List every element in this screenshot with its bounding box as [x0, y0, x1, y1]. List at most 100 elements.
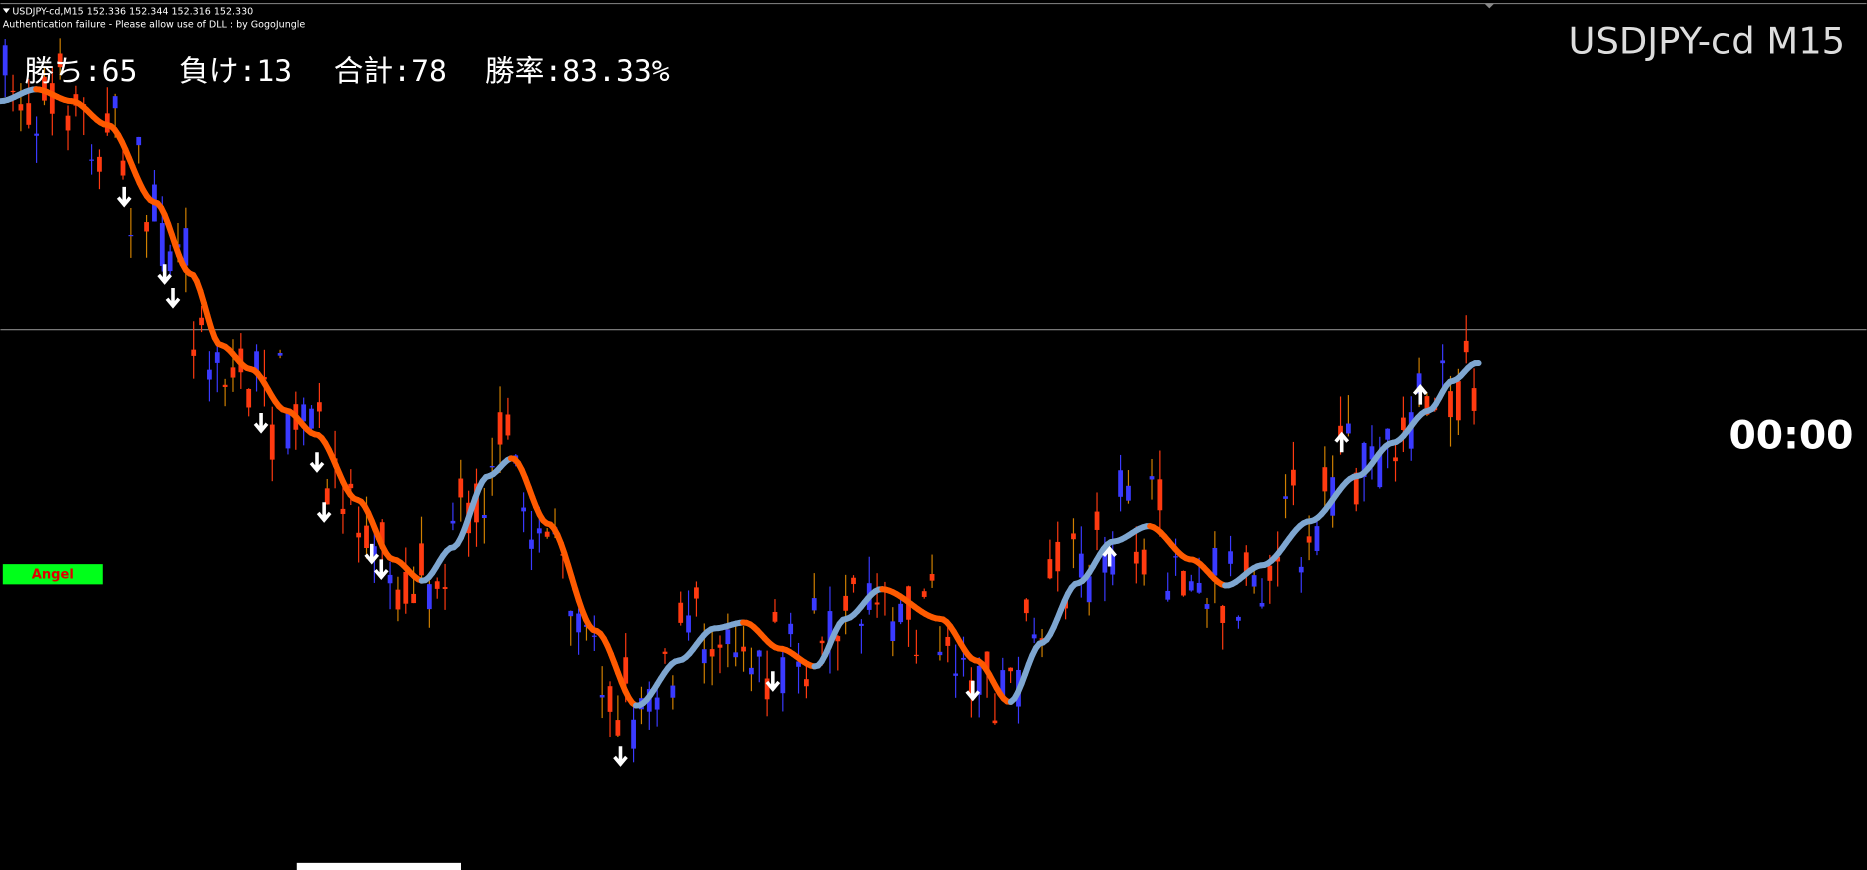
candle-body: [1306, 536, 1312, 543]
candle-body: [191, 349, 197, 356]
candle-body: [576, 613, 581, 633]
candle-body: [285, 412, 291, 449]
candle-body: [1188, 581, 1194, 591]
candle-body: [772, 611, 778, 622]
candle-body: [976, 665, 982, 695]
candle-body: [749, 667, 754, 675]
candle-body: [670, 685, 676, 698]
candle-body: [207, 369, 212, 380]
candle-body: [694, 587, 699, 599]
candle-body: [804, 679, 809, 687]
candle-body: [246, 388, 252, 408]
candle-body: [230, 367, 236, 378]
candle-body: [1141, 549, 1147, 575]
candle-body: [144, 222, 149, 232]
candle-body: [623, 657, 629, 684]
down-arrow: [965, 680, 981, 702]
candle-body: [340, 508, 346, 515]
candle-body: [1416, 373, 1422, 394]
candle-body: [128, 235, 134, 237]
candle-body: [214, 352, 220, 363]
candle-body: [929, 574, 935, 581]
bottom-tab[interactable]: [296, 862, 462, 870]
candle-body: [112, 96, 118, 109]
candles: [2, 38, 1477, 763]
candle-body: [788, 623, 794, 635]
candle-body: [26, 103, 32, 125]
candle-body: [662, 651, 668, 654]
candle-body: [1157, 479, 1163, 511]
candle-body: [379, 522, 385, 549]
candle-body: [364, 525, 369, 549]
candle-body: [505, 414, 511, 436]
stat-total: 合計:78: [334, 54, 447, 89]
status-text: Authentication failure - Please allow us…: [3, 19, 306, 30]
candle-body: [1455, 381, 1461, 421]
candle-body: [599, 694, 605, 698]
signal-arrows: [116, 186, 1428, 767]
down-arrow: [157, 264, 172, 285]
candle-body: [89, 159, 94, 161]
down-arrow: [364, 543, 380, 565]
moving-average: [0, 86, 1482, 709]
candle-body: [1369, 446, 1375, 460]
candle-body: [167, 251, 173, 272]
candle-body: [1055, 541, 1061, 572]
candle-body: [945, 636, 951, 646]
candle-body: [890, 621, 896, 642]
candle-body: [1243, 552, 1249, 575]
candle-body: [568, 610, 574, 617]
candle-body: [1448, 391, 1453, 418]
candle-body: [992, 720, 998, 724]
symbol-line: USDJPY-cd,M15 152.336 152.344 152.316 15…: [12, 6, 253, 17]
candle-body: [1196, 582, 1202, 593]
candle-body: [1149, 476, 1155, 480]
angel-button-label[interactable]: Angel: [32, 567, 74, 582]
candle-body: [403, 571, 409, 604]
candle-body: [1102, 547, 1108, 573]
candle-body: [1385, 428, 1391, 440]
candle-body: [544, 531, 550, 537]
candle-body: [1220, 605, 1226, 623]
candle-body: [1047, 559, 1053, 579]
candle-body: [1400, 417, 1406, 431]
candle-body: [434, 581, 440, 589]
candle-body: [1165, 590, 1171, 600]
candle-body: [57, 53, 63, 68]
candle-body: [1110, 554, 1116, 575]
candle-body: [819, 640, 825, 644]
candle-body: [10, 90, 16, 93]
candle-body: [497, 412, 503, 445]
candle-body: [1393, 457, 1398, 462]
candle-body: [136, 136, 142, 146]
candle-body: [1283, 496, 1288, 499]
candle-body: [686, 615, 691, 633]
candle-body: [709, 649, 715, 657]
down-arrow: [316, 502, 332, 523]
candle-body: [1440, 360, 1446, 364]
candle-body: [521, 507, 526, 512]
candle-body: [1181, 570, 1186, 596]
angel-button[interactable]: [2, 564, 103, 585]
chart-title: USDJPY-cd M15: [1568, 20, 1845, 63]
candle-body: [631, 719, 636, 749]
candle-body: [1236, 616, 1241, 621]
candle-body: [654, 697, 660, 710]
candle-body: [780, 657, 786, 694]
candle-body: [222, 384, 228, 387]
scroll-marker: [1484, 3, 1495, 9]
candle-body: [1377, 452, 1383, 488]
candle-body: [277, 352, 283, 356]
down-arrow: [116, 186, 132, 208]
candle-body: [387, 574, 393, 584]
candle-body: [199, 317, 204, 326]
candle-body: [1314, 526, 1320, 551]
down-arrow: [309, 452, 325, 473]
candle-body: [1338, 425, 1343, 437]
candle-body: [1424, 396, 1430, 415]
timer: 00:00: [1728, 414, 1853, 459]
candle-body: [835, 636, 841, 642]
candle-body: [371, 546, 377, 555]
candle-body: [34, 133, 39, 136]
